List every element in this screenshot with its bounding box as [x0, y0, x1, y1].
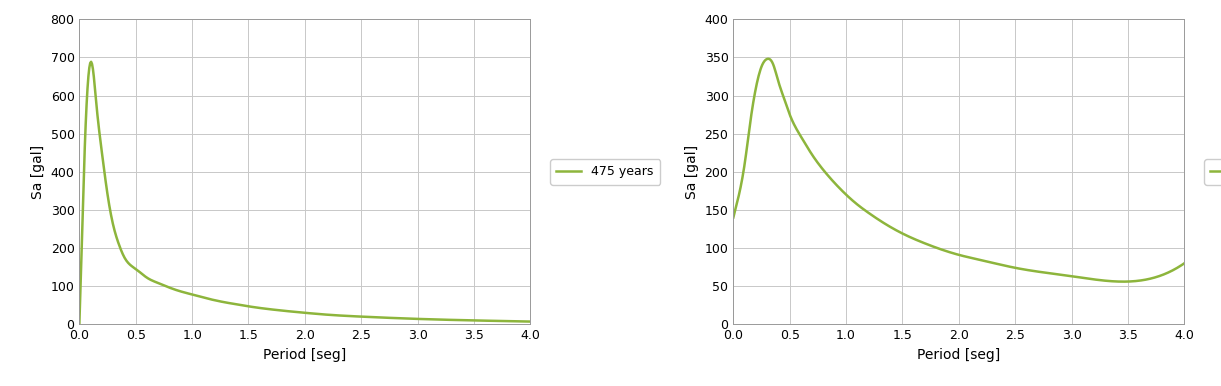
- X-axis label: Period [seg]: Period [seg]: [917, 348, 1000, 362]
- Legend: 475 years: 475 years: [551, 159, 661, 185]
- 475 years: [317, 312, 332, 317]
- Legend: 475 years: 475 years: [1204, 159, 1221, 185]
- 475 years: [1177, 261, 1192, 266]
- X-axis label: Period [seg]: Period [seg]: [264, 348, 347, 362]
- Y-axis label: Sa [gal]: Sa [gal]: [685, 145, 700, 199]
- 475 years: [726, 215, 741, 220]
- 475 years: [1168, 267, 1183, 271]
- 475 years: [287, 310, 302, 314]
- Y-axis label: Sa [gal]: Sa [gal]: [31, 145, 45, 199]
- 475 years: [995, 263, 1010, 267]
- 475 years: [342, 314, 357, 318]
- 475 years: [84, 59, 99, 64]
- 475 years: [289, 310, 304, 315]
- Line: 475 years: 475 years: [734, 59, 1184, 282]
- 475 years: [944, 251, 958, 255]
- 475 years: [941, 249, 956, 254]
- 475 years: [761, 56, 775, 61]
- 475 years: [1116, 279, 1131, 284]
- 475 years: [513, 319, 527, 324]
- 475 years: [1096, 278, 1111, 283]
- 475 years: [443, 318, 458, 322]
- 475 years: [523, 319, 537, 324]
- Line: 475 years: 475 years: [79, 62, 530, 324]
- 475 years: [971, 257, 985, 262]
- 475 years: [72, 322, 87, 327]
